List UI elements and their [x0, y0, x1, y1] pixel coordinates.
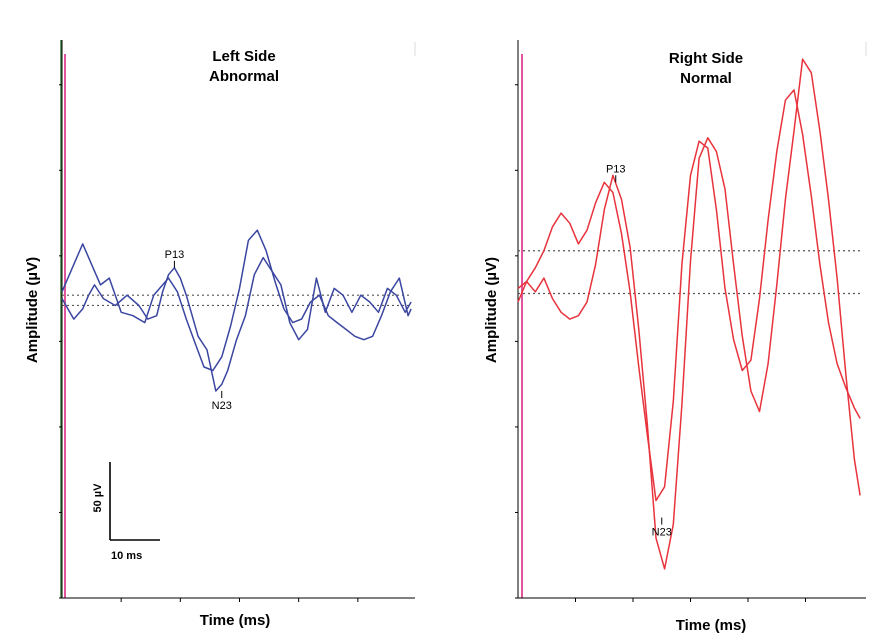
right-title-line-1: Right Side: [669, 50, 743, 67]
left-trace-1: [61, 256, 412, 392]
right-title-line-2: Normal: [680, 70, 732, 87]
right-trace-1: [517, 89, 861, 502]
right-peak-label: P13: [606, 163, 626, 175]
left-peak-label: P13: [165, 249, 185, 261]
right-y-axis-title: Amplitude (µV): [483, 257, 500, 363]
right-x-axis-title: Time (ms): [676, 617, 747, 634]
scale-bar-amplitude-label: 50 µV: [92, 483, 104, 513]
left-x-ticks: [120, 598, 359, 602]
left-peak-label: N23: [212, 400, 232, 412]
right-trace-2: [517, 58, 861, 570]
right-traces: [517, 58, 861, 570]
left-y-ticks: [59, 84, 62, 599]
left-y-axis-title: Amplitude (µV): [24, 257, 41, 363]
right-peak-markers: P13 N23: [606, 163, 672, 538]
left-panel: P13 N23 Left Side Abnormal Amplitude (µV)…: [24, 40, 416, 629]
scale-bar: 50 µV 10 ms: [92, 462, 160, 562]
left-baselines: [62, 294, 412, 307]
left-traces: [61, 229, 412, 392]
right-x-ticks: [575, 598, 806, 602]
left-peak-markers: P13 N23: [165, 249, 232, 412]
left-title-line-1: Left Side: [212, 48, 275, 65]
right-peak-label: N23: [652, 527, 672, 539]
scale-bar-time-label: 10 ms: [111, 550, 142, 562]
left-trace-2: [61, 229, 412, 372]
right-y-ticks: [515, 84, 518, 599]
left-title-line-2: Abnormal: [209, 68, 279, 85]
left-x-axis-title: Time (ms): [200, 612, 271, 629]
